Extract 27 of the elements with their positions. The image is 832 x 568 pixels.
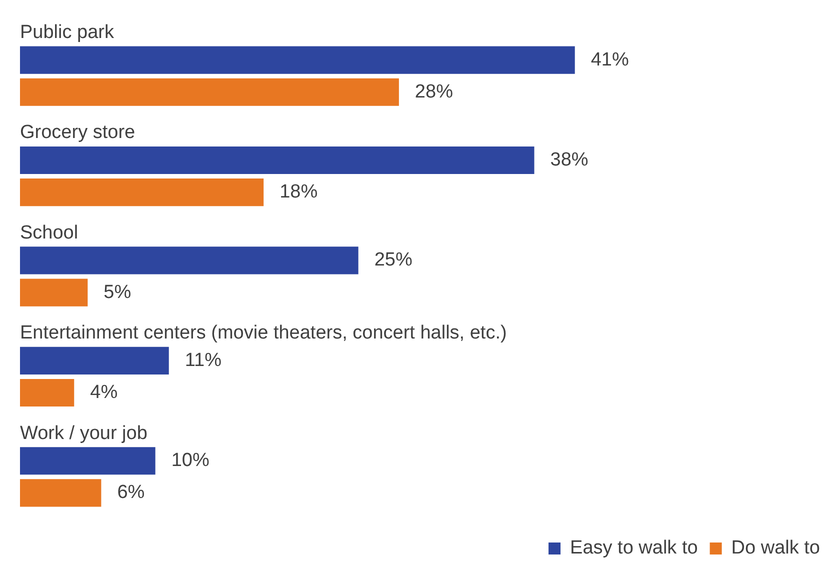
bar <box>20 378 74 407</box>
data-label: 38% <box>550 150 588 170</box>
bar <box>20 246 358 274</box>
bar <box>20 46 575 74</box>
bar <box>20 447 156 475</box>
legend-label: Do walk to <box>731 538 820 559</box>
bar <box>20 178 264 206</box>
data-label: 4% <box>90 382 118 403</box>
bar <box>20 479 102 507</box>
y-tick-label: Work / your job <box>20 422 148 444</box>
data-label: 10% <box>171 450 210 472</box>
y-tick-label: Entertainment centers (movie theaters, concert halls, etc.) <box>20 322 507 344</box>
bar <box>20 78 399 106</box>
bar <box>20 146 534 174</box>
data-label: 25% <box>374 250 412 271</box>
data-label: 6% <box>117 482 145 504</box>
legend-label: Easy to walk to <box>570 538 698 559</box>
y-tick-label: School <box>20 222 78 244</box>
bar <box>20 278 88 306</box>
data-label: 11% <box>184 350 222 371</box>
data-label: 18% <box>280 182 318 203</box>
data-label: 28% <box>414 81 454 102</box>
bar <box>20 346 169 374</box>
y-tick-label: Public park <box>20 22 114 44</box>
y-tick-label: Grocery store <box>20 122 136 144</box>
data-label: 5% <box>104 282 132 303</box>
data-label: 41% <box>590 49 629 70</box>
